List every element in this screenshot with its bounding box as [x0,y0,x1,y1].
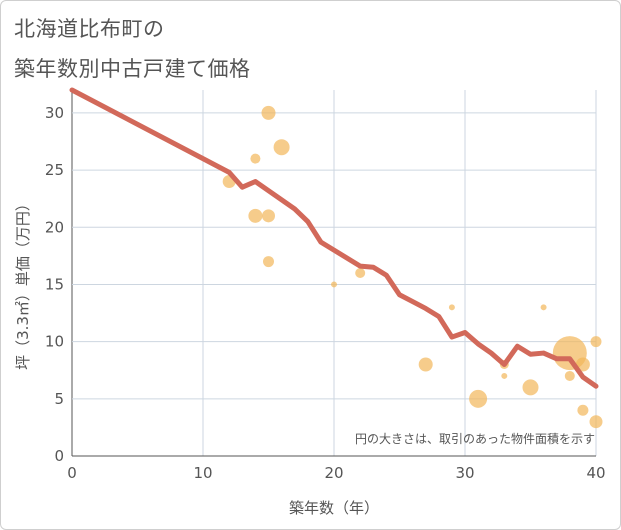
bubble-point [522,379,539,396]
y-tick-label: 20 [45,218,64,236]
bubble-point [564,370,575,381]
y-tick-label: 25 [45,161,64,179]
bubble-point [448,304,455,311]
bubble-point [248,208,263,223]
bubble-point [273,139,290,156]
bubble-point [263,256,274,268]
bubble-point [418,357,433,372]
x-tick-label: 30 [455,464,474,482]
bubble-point [501,372,508,379]
y-tick-label: 0 [54,447,64,465]
bubbles [222,105,603,429]
x-tick-label: 0 [67,464,77,482]
chart-title-line-2: 築年数別中古戸建て価格 [14,57,251,81]
tick-labels: 0 10 20 30 40 0 5 10 15 20 25 30 [45,104,606,482]
x-tick-label: 40 [586,464,605,482]
bubble-point [577,404,589,416]
bubble-point [355,268,366,278]
bubble-point [469,389,488,408]
chart-title-line-1: 北海道比布町の [14,17,165,41]
y-tick-label: 30 [45,104,64,122]
bubble-point [262,209,275,223]
bubble-size-note: 円の大きさは、取引のあった物件面積を示す [355,431,595,446]
bubble-point [261,105,276,120]
x-tick-label: 10 [193,464,212,482]
bubble-point [540,304,547,311]
bubble-point [589,415,603,429]
y-tick-label: 10 [45,333,64,351]
bubble-point [590,336,602,348]
x-tick-label: 20 [324,464,343,482]
trend-line [69,87,599,389]
x-axis-label: 築年数（年） [289,499,379,517]
y-tick-label: 15 [45,275,64,293]
bubble-point [250,153,261,164]
y-axis-label: 坪（3.3㎡）単価（万円） [14,196,32,370]
y-tick-label: 5 [54,390,64,408]
bubble-point [331,281,337,288]
